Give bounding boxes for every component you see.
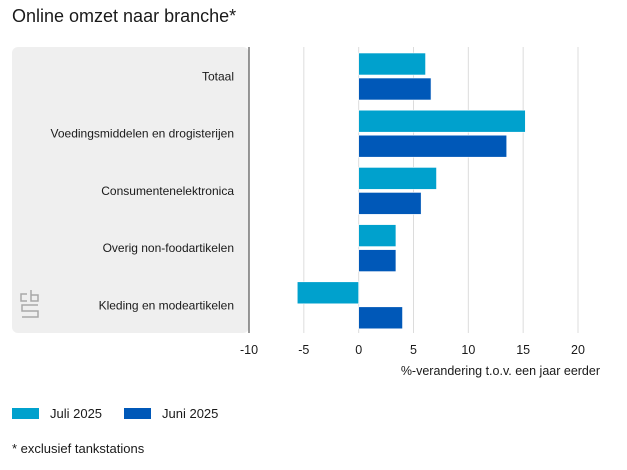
x-tick-label: 15 <box>516 343 530 357</box>
bar-juni <box>358 77 432 101</box>
bar-juni <box>358 306 403 330</box>
legend-item-juli: Juli 2025 <box>12 406 102 421</box>
bar-juli <box>358 224 397 247</box>
bar-juli <box>296 281 359 305</box>
bar-juli <box>358 167 437 190</box>
chart-title: Online omzet naar branche* <box>12 6 237 26</box>
bar-juli <box>358 109 526 133</box>
legend-swatch-juni <box>124 408 151 419</box>
category-label: Kleding en modeartikelen <box>99 298 234 312</box>
bar-juli <box>358 52 426 76</box>
bar-chart: -10 -5 0 5 10 15 20 %-verandering t.o.v. een ja… <box>12 47 600 378</box>
legend-swatch-juli <box>12 408 39 419</box>
bar-juni <box>358 192 422 215</box>
x-tick-label: 20 <box>571 343 585 357</box>
x-tick-label: -5 <box>298 343 309 357</box>
category-label: Consumentenelektronica <box>101 184 234 198</box>
bar-juni <box>358 249 397 272</box>
cbs-logo-icon <box>20 290 39 318</box>
bar-juni <box>358 134 508 158</box>
x-tick-label: 5 <box>410 343 417 357</box>
legend-label-juli: Juli 2025 <box>50 406 103 421</box>
category-label: Totaal <box>202 70 234 84</box>
x-axis-label: %-verandering t.o.v. een jaar eerder <box>401 364 600 378</box>
label-panel <box>12 47 249 333</box>
category-label: Overig non-foodartikelen <box>103 241 234 255</box>
legend-label-juni: Juni 2025 <box>162 406 219 421</box>
footnote: * exclusief tankstations <box>12 441 145 456</box>
x-tick-label: -10 <box>240 343 258 357</box>
category-label: Voedingsmiddelen en drogisterijen <box>51 127 234 141</box>
x-tick-label: 0 <box>355 343 362 357</box>
x-tick-label: 10 <box>461 343 475 357</box>
legend-item-juni: Juni 2025 <box>124 406 218 421</box>
